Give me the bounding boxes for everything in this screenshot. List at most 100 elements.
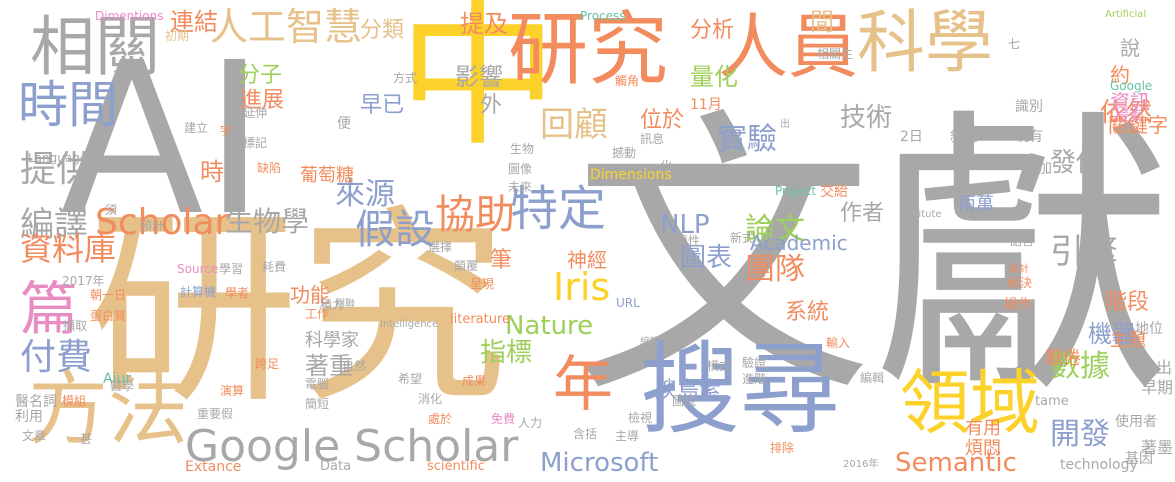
cloud-word: 地位 — [1135, 321, 1163, 337]
cloud-word: 新式 — [730, 231, 755, 245]
cloud-word: 學者 — [225, 286, 250, 300]
cloud-word: 建立 — [184, 121, 209, 135]
cloud-word: 現有 — [1015, 129, 1043, 145]
cloud-word: 協助 — [435, 192, 515, 238]
cloud-word: 七 — [1008, 37, 1021, 51]
cloud-word: 相關 — [30, 10, 161, 85]
cloud-word: 操作 — [1004, 297, 1032, 313]
cloud-word: 提供 — [20, 149, 93, 190]
cloud-word: 論文 — [745, 212, 805, 247]
cloud-word: 搜尋 — [640, 331, 840, 448]
cloud-word: 技術 — [840, 103, 893, 133]
cloud-word: 自然 — [342, 359, 367, 373]
cloud-word: 著墨 — [1140, 438, 1173, 457]
cloud-word: 含括 — [573, 427, 598, 441]
cloud-word: Extance — [185, 459, 242, 475]
cloud-word: 階段 — [1105, 290, 1150, 315]
cloud-word: 呈現 — [470, 277, 495, 291]
cloud-word: literature — [450, 312, 511, 327]
cloud-word: 設計 — [1009, 264, 1029, 275]
cloud-word: 資訊 — [1110, 90, 1150, 114]
cloud-word: 文章 — [22, 429, 47, 443]
cloud-word: 耗費 — [262, 260, 287, 274]
cloud-word: Aiur — [103, 371, 132, 387]
cloud-word: 領域 — [900, 362, 1040, 444]
cloud-word: 擷取 — [63, 319, 88, 333]
cloud-word: 跨足 — [255, 357, 280, 371]
cloud-word: 圖說 — [672, 394, 697, 408]
cloud-word: 圖表 — [680, 243, 733, 273]
cloud-word: 早已 — [360, 93, 405, 118]
cloud-word: 編輯 — [860, 371, 885, 385]
cloud-word: 關鍵字 — [1108, 113, 1168, 137]
cloud-word: 初期 — [165, 29, 190, 43]
cloud-word: 延伸 — [243, 106, 268, 120]
cloud-word: 計算機 — [180, 285, 217, 299]
cloud-word: 指標 — [480, 338, 533, 368]
cloud-word: 須 — [105, 203, 118, 217]
cloud-word: 外 — [480, 93, 503, 118]
cloud-word: 腴島素 — [655, 378, 722, 403]
cloud-word: 早期 — [1140, 378, 1173, 397]
cloud-word: 篇 — [20, 275, 79, 343]
cloud-word: 工作 — [305, 307, 330, 321]
cloud-word: 說 — [1120, 36, 1140, 60]
cloud-word: Artificial — [1105, 9, 1147, 20]
cloud-word: 人力 — [518, 416, 543, 430]
cloud-word: 約 — [1110, 63, 1130, 87]
cloud-word: 文獻 — [573, 85, 1173, 434]
cloud-word: Nature — [505, 311, 594, 341]
cloud-word: 2016年 — [843, 459, 879, 470]
cloud-word: 便 — [337, 116, 351, 132]
cloud-word: 分子 — [238, 63, 283, 88]
cloud-word: 敘述 — [950, 129, 978, 145]
cloud-word: 發佈 — [1050, 148, 1103, 178]
cloud-word: 甚 — [80, 432, 93, 446]
cloud-word: 厭倦 — [1045, 348, 1081, 369]
cloud-word: 指出 — [1140, 358, 1173, 377]
cloud-word: 實驗 — [717, 122, 777, 157]
cloud-word: 出 — [780, 119, 790, 130]
cloud-word: 學習 — [219, 262, 244, 276]
cloud-word: 機器 — [1088, 320, 1136, 348]
cloud-word: 檢視 — [628, 411, 653, 425]
cloud-word: 研究 — [508, 3, 668, 96]
cloud-word: 利用 — [15, 409, 43, 425]
cloud-word: Semantic — [895, 448, 1017, 478]
cloud-word: 相關生 — [817, 47, 854, 61]
cloud-word: NLP — [660, 210, 710, 240]
cloud-word: 兩萬 — [958, 194, 994, 215]
cloud-word: 主導 — [615, 429, 640, 443]
cloud-word: 人工智慧 — [210, 5, 363, 49]
cloud-word: 模式 — [707, 359, 732, 373]
cloud-word: 電腦 — [305, 377, 330, 391]
cloud-word: 團隊 — [745, 252, 805, 287]
cloud-word: 語言 — [1010, 234, 1035, 248]
cloud-word: 分析 — [690, 18, 735, 43]
cloud-word: technology — [1060, 457, 1138, 473]
cloud-word: tame — [1035, 394, 1069, 409]
cloud-word: 醫學 — [110, 379, 135, 393]
cloud-word: 人員 — [718, 6, 858, 88]
cloud-word: 中 — [398, 0, 559, 168]
cloud-word: 引擎 — [1050, 232, 1118, 272]
cloud-word: 分類 — [360, 18, 405, 43]
cloud-word: 2日 — [900, 129, 923, 145]
cloud-word: 連結 — [170, 8, 218, 36]
cloud-word: 神經 — [567, 248, 607, 272]
cloud-word: Process — [580, 9, 626, 23]
cloud-word: 假設 — [355, 207, 435, 253]
cloud-word: 蛋白質 — [90, 309, 127, 323]
cloud-word: scientific — [427, 459, 485, 474]
cloud-word: Microsoft — [540, 448, 659, 478]
cloud-word: 量化 — [690, 63, 738, 91]
cloud-word: 時 — [200, 158, 224, 186]
cloud-word: 間 — [810, 8, 834, 36]
cloud-word: 宇 — [220, 124, 233, 138]
cloud-word: 輸入 — [826, 336, 851, 350]
cloud-word: 方法 — [28, 363, 188, 456]
cloud-word: 方式 — [393, 71, 418, 85]
cloud-word: 有用 — [965, 418, 1001, 439]
cloud-word: 排除 — [770, 441, 795, 455]
cloud-word: Google Scholar — [185, 421, 519, 472]
